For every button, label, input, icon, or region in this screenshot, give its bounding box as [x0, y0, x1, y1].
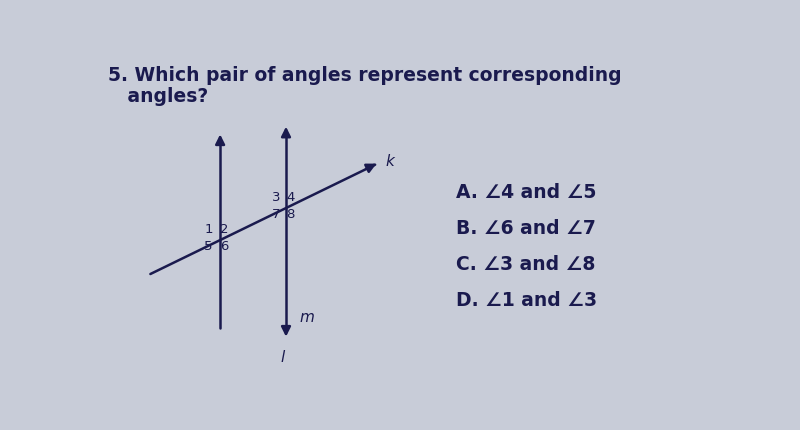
Text: D. ∠1 and ∠3: D. ∠1 and ∠3 — [457, 291, 598, 310]
Text: l: l — [280, 349, 284, 364]
Text: 3: 3 — [272, 190, 280, 203]
Text: k: k — [386, 153, 394, 168]
Text: 4: 4 — [286, 190, 295, 203]
Text: 5: 5 — [204, 240, 213, 252]
Text: m: m — [300, 309, 315, 324]
Text: 6: 6 — [220, 240, 228, 252]
Text: angles?: angles? — [108, 87, 208, 106]
Text: 7: 7 — [272, 207, 280, 220]
Text: A. ∠4 and ∠5: A. ∠4 and ∠5 — [457, 182, 597, 201]
Text: C. ∠3 and ∠8: C. ∠3 and ∠8 — [457, 255, 596, 273]
Text: 2: 2 — [220, 223, 228, 236]
Text: 1: 1 — [204, 223, 213, 236]
Text: 8: 8 — [286, 207, 295, 220]
Text: 5. Which pair of angles represent corresponding: 5. Which pair of angles represent corres… — [108, 65, 622, 84]
Text: B. ∠6 and ∠7: B. ∠6 and ∠7 — [457, 218, 596, 237]
